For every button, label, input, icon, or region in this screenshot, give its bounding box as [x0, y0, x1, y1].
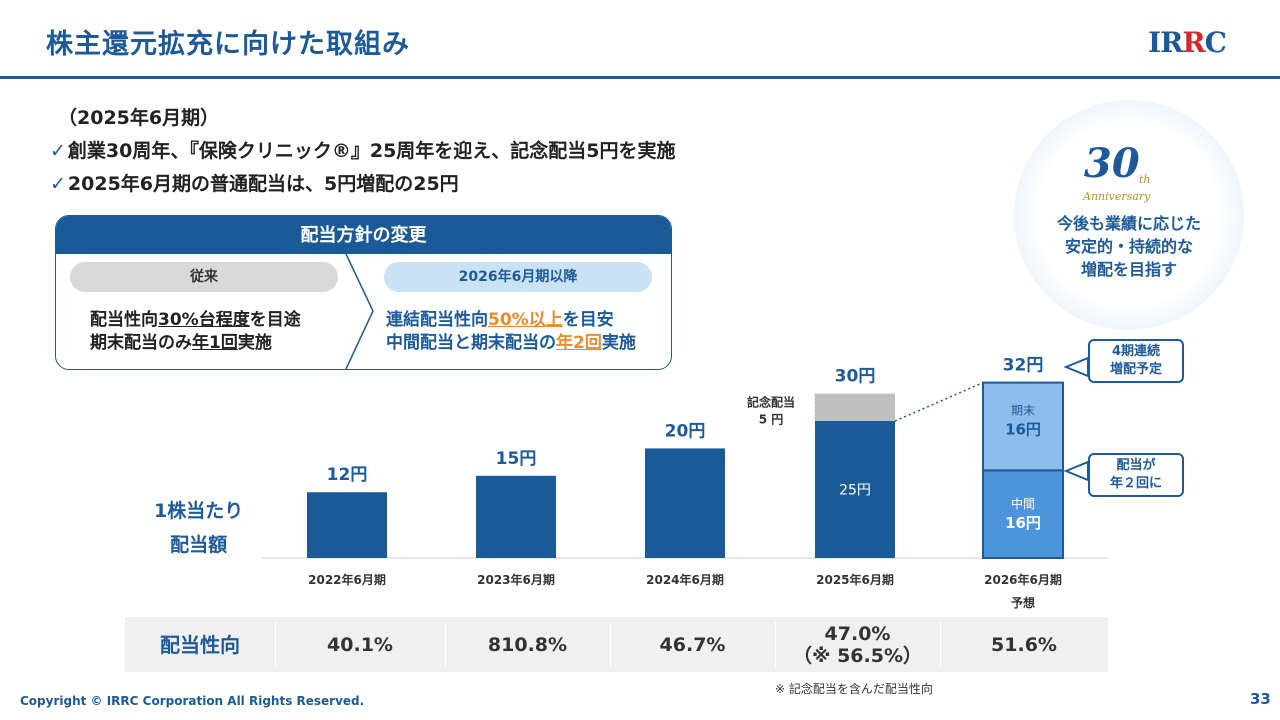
table-divider — [275, 622, 276, 667]
total-label-3: 30円 — [835, 367, 876, 387]
payout-2022: 40.1% — [327, 633, 393, 656]
new-policy-text: 連結配当性向50%以上を目安 中間配当と期末配当の年2回実施 — [386, 310, 636, 353]
x-tick-label-4: 2026年6月期 — [984, 572, 1062, 587]
consecutive-increase-callout: 4期連続 増配予定 — [1088, 339, 1184, 383]
check-icon: ✓ — [50, 173, 66, 195]
chevron-right-icon — [345, 254, 374, 369]
x-tick-label-3: 2025年6月期 — [816, 572, 894, 587]
period-label: （2025年6月期） — [58, 107, 220, 129]
commemorative-label-line2: 5 円 — [759, 413, 784, 427]
company-logo: IRRC — [1148, 26, 1227, 59]
page-title: 株主還元拡充に向けた取組み — [46, 29, 410, 60]
anniversary-circle — [1014, 100, 1244, 330]
anniversary-message: 今後も業績に応じた 安定的・持続的な 増配を目指す — [1056, 214, 1201, 279]
payout-2023: 810.8% — [487, 633, 568, 656]
title-divider — [0, 76, 1280, 79]
bullet-1: ✓ 創業30周年、『保険クリニック®』25周年を迎え、記念配当5円を実施 — [50, 136, 676, 163]
payout-2025: 47.0% （※ 56.5%） — [775, 617, 940, 672]
final-value-label: 16円 — [1005, 420, 1041, 438]
payout-2026: 51.6% — [991, 633, 1057, 656]
anniversary-suffix: th — [1139, 173, 1151, 186]
table-divider — [445, 622, 446, 667]
twice-yearly-callout: 配当が 年２回に — [1088, 453, 1184, 497]
x-tick-label-1: 2023年6月期 — [477, 572, 555, 587]
old-policy-label: 従来 — [70, 262, 338, 292]
anniversary-number: 30 — [1084, 140, 1140, 187]
anniversary-word: Anniversary — [1083, 190, 1151, 203]
x-tick-label-0: 2022年6月期 — [308, 572, 386, 587]
commemorative-label-line1: 記念配当 — [747, 395, 795, 410]
logo-text-3: C — [1204, 26, 1227, 59]
payout-2025-note: （※ 56.5%） — [792, 644, 922, 667]
bar-regular-1 — [476, 475, 556, 558]
table-divider — [940, 622, 941, 667]
bar-commemorative-3 — [815, 393, 895, 421]
table-divider — [775, 622, 776, 667]
bar-regular-2 — [645, 448, 725, 558]
table-divider — [610, 622, 611, 667]
bullet-2-text: 2025年6月期の普通配当は、5円増配の25円 — [67, 173, 459, 195]
total-label-2: 20円 — [665, 421, 706, 441]
old-policy-text: 配当性向30%台程度を目途 期末配当のみ年1回実施 — [90, 310, 301, 353]
callout-pointers — [1064, 356, 1089, 482]
bullet-2: ✓ 2025年6月期の普通配当は、5円増配の25円 — [50, 169, 459, 196]
interim-name-label: 中間 — [1011, 496, 1035, 511]
x-tick-sublabel-4: 予想 — [1011, 595, 1035, 610]
payout-table-header: 配当性向 — [160, 632, 240, 657]
check-icon: ✓ — [50, 140, 66, 162]
payout-2025-value: 47.0% — [824, 622, 891, 645]
regular-2025-label: 25円 — [839, 483, 871, 499]
footnote: ※ 記念配当を含んだ配当性向 — [775, 682, 933, 696]
new-policy-label: 2026年6月期以降 — [384, 262, 652, 292]
bar-final-4 — [982, 381, 1064, 472]
dividend-chart: 12円 2022年6月期 15円 2023年6月期 20円 2024年6月期 30円 2025… — [262, 356, 1108, 610]
copyright: Copyright © IRRC Corporation All Rights … — [20, 694, 365, 708]
total-label-1: 15円 — [496, 449, 537, 469]
bullet-1-text: 創業30周年、『保険クリニック®』25周年を迎え、記念配当5円を実施 — [67, 140, 676, 162]
connector-line — [894, 381, 984, 422]
policy-heading: 配当方針の変更 — [56, 216, 671, 254]
page-number: 33 — [1250, 690, 1271, 708]
logo-text-1: IR — [1148, 26, 1183, 59]
chart-ylabel: 1株当たり 配当額 — [154, 500, 244, 556]
bar-regular-0 — [307, 492, 387, 558]
x-tick-label-2: 2024年6月期 — [646, 572, 724, 587]
interim-value-label: 16円 — [1005, 514, 1041, 532]
logo-text-2: R — [1182, 26, 1205, 59]
final-name-label: 期末 — [1011, 403, 1035, 417]
total-label-0: 12円 — [327, 465, 368, 485]
bar-regular-3 — [815, 421, 895, 558]
dividend-policy-box: 配当方針の変更 従来 2026年6月期以降 配当性向30%台程度を目途 期末配当… — [55, 215, 672, 370]
total-label-4: 32円 — [1003, 356, 1044, 376]
payout-table — [125, 617, 1108, 672]
payout-2024: 46.7% — [659, 633, 726, 656]
bar-interim-4 — [982, 469, 1064, 560]
